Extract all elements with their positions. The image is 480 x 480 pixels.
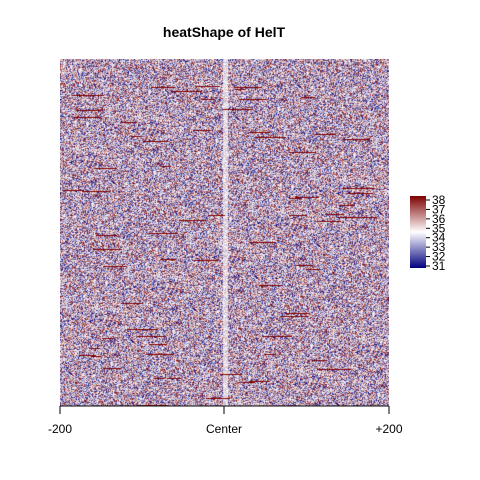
chart-title: heatShape of HelT	[163, 24, 286, 40]
x-tick-label-center: Center	[206, 422, 242, 436]
legend-tick-label: 33	[432, 240, 446, 254]
legend-tick-label: 37	[432, 202, 446, 216]
legend-tick-label: 35	[432, 221, 446, 235]
legend-tick-label: 31	[432, 259, 446, 273]
x-axis: -200 Center +200	[48, 405, 403, 436]
legend-tick-label: 36	[432, 212, 446, 226]
legend-tick-label: 34	[432, 231, 446, 245]
color-legend-bar	[410, 196, 426, 268]
heatmap-cells	[60, 59, 389, 406]
x-tick-label-left: -200	[48, 422, 72, 436]
legend-tick-label: 32	[432, 250, 446, 264]
legend-tick-label: 38	[432, 193, 446, 207]
x-tick-label-right: +200	[375, 422, 402, 436]
heatmap-plot-area	[60, 59, 389, 406]
